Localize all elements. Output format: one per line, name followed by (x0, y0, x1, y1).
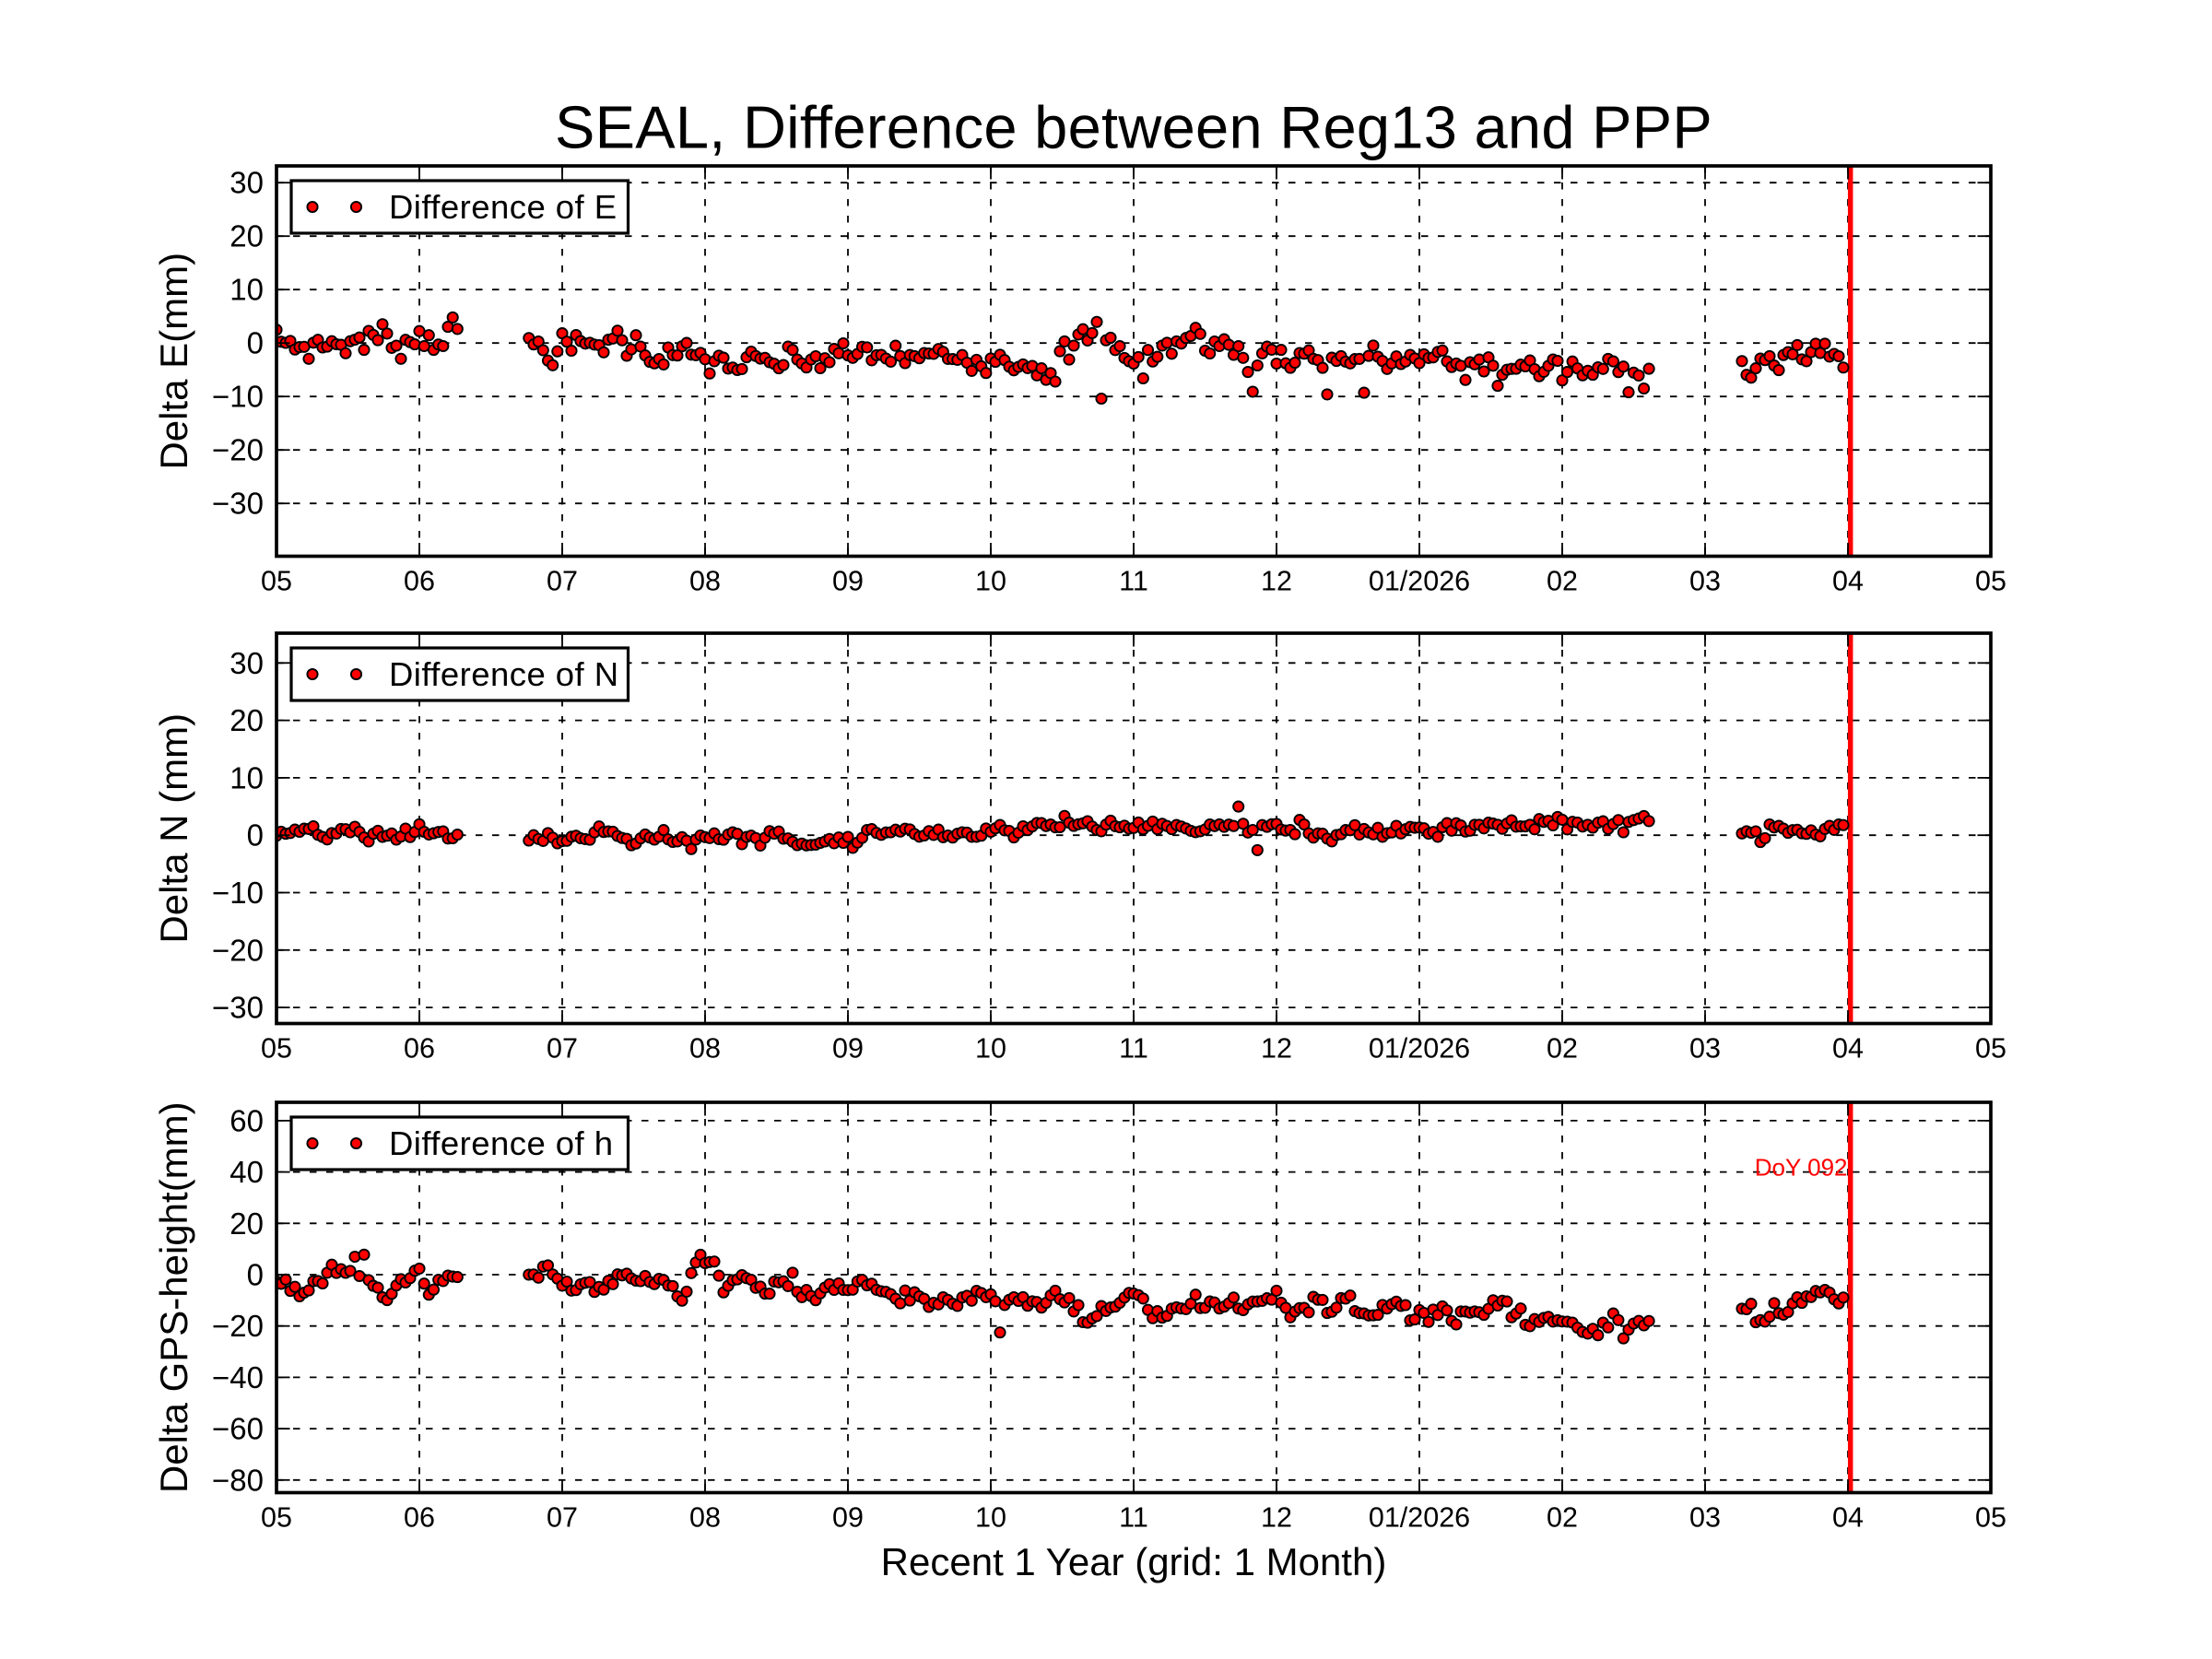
svg-text:Recent 1 Year (grid: 1 Month): Recent 1 Year (grid: 1 Month) (881, 1540, 1387, 1583)
svg-text:04: 04 (1832, 1502, 1864, 1534)
svg-text:03: 03 (1689, 1033, 1721, 1065)
svg-text:07: 07 (547, 566, 578, 597)
svg-text:05: 05 (261, 1033, 292, 1065)
svg-text:05: 05 (1975, 566, 2006, 597)
svg-text:−20: −20 (212, 933, 264, 967)
svg-text:DoY 092: DoY 092 (1755, 1154, 1848, 1182)
svg-text:11: 11 (1119, 1033, 1148, 1065)
svg-text:0: 0 (247, 326, 264, 360)
svg-text:06: 06 (404, 1502, 435, 1534)
svg-text:Delta E(mm): Delta E(mm) (152, 253, 195, 470)
svg-text:11: 11 (1119, 566, 1148, 597)
svg-text:−40: −40 (212, 1360, 264, 1394)
svg-text:−10: −10 (212, 380, 264, 414)
svg-text:06: 06 (404, 1033, 435, 1065)
svg-text:11: 11 (1119, 1502, 1148, 1534)
svg-text:−20: −20 (212, 1309, 264, 1343)
svg-text:09: 09 (832, 1033, 864, 1065)
svg-text:30: 30 (229, 646, 264, 680)
svg-text:01/2026: 01/2026 (1369, 1502, 1470, 1534)
svg-text:−10: −10 (212, 876, 264, 910)
svg-text:12: 12 (1261, 1033, 1292, 1065)
svg-text:10: 10 (975, 566, 1006, 597)
svg-text:12: 12 (1261, 1502, 1292, 1534)
svg-text:01/2026: 01/2026 (1369, 1033, 1470, 1065)
svg-text:20: 20 (229, 703, 264, 737)
svg-text:Difference of E: Difference of E (389, 188, 618, 226)
svg-text:04: 04 (1832, 1033, 1864, 1065)
svg-text:SEAL, Difference between Reg13: SEAL, Difference between Reg13 and PPP (555, 94, 1712, 161)
svg-text:03: 03 (1689, 566, 1721, 597)
svg-text:09: 09 (832, 566, 864, 597)
svg-text:0: 0 (247, 1258, 264, 1292)
svg-text:10: 10 (229, 273, 264, 307)
svg-text:10: 10 (975, 1502, 1006, 1534)
svg-text:−20: −20 (212, 433, 264, 467)
svg-text:05: 05 (1975, 1502, 2006, 1534)
svg-text:10: 10 (975, 1033, 1006, 1065)
svg-text:0: 0 (247, 818, 264, 853)
svg-text:07: 07 (547, 1502, 578, 1534)
svg-text:12: 12 (1261, 566, 1292, 597)
svg-text:−30: −30 (212, 991, 264, 1025)
svg-text:06: 06 (404, 566, 435, 597)
svg-text:Difference of h: Difference of h (389, 1124, 613, 1162)
svg-text:08: 08 (689, 1502, 721, 1534)
svg-text:20: 20 (229, 219, 264, 253)
svg-text:02: 02 (1547, 1033, 1578, 1065)
svg-text:08: 08 (689, 1033, 721, 1065)
svg-text:−30: −30 (212, 487, 264, 521)
svg-text:Delta N (mm): Delta N (mm) (152, 713, 195, 944)
svg-text:04: 04 (1832, 566, 1864, 597)
svg-text:09: 09 (832, 1502, 864, 1534)
svg-text:−60: −60 (212, 1412, 264, 1446)
svg-text:05: 05 (1975, 1033, 2006, 1065)
svg-text:Delta GPS-height(mm): Delta GPS-height(mm) (152, 1101, 195, 1493)
svg-text:07: 07 (547, 1033, 578, 1065)
svg-text:02: 02 (1547, 1502, 1578, 1534)
svg-text:08: 08 (689, 566, 721, 597)
svg-text:02: 02 (1547, 566, 1578, 597)
svg-text:05: 05 (261, 566, 292, 597)
svg-text:40: 40 (229, 1155, 264, 1189)
svg-text:20: 20 (229, 1206, 264, 1241)
svg-text:01/2026: 01/2026 (1369, 566, 1470, 597)
svg-text:30: 30 (229, 166, 264, 200)
svg-text:60: 60 (229, 1103, 264, 1137)
svg-text:−80: −80 (212, 1463, 264, 1497)
svg-text:05: 05 (261, 1502, 292, 1534)
svg-text:Difference of N: Difference of N (389, 655, 619, 693)
svg-text:10: 10 (229, 760, 264, 794)
svg-text:03: 03 (1689, 1502, 1721, 1534)
